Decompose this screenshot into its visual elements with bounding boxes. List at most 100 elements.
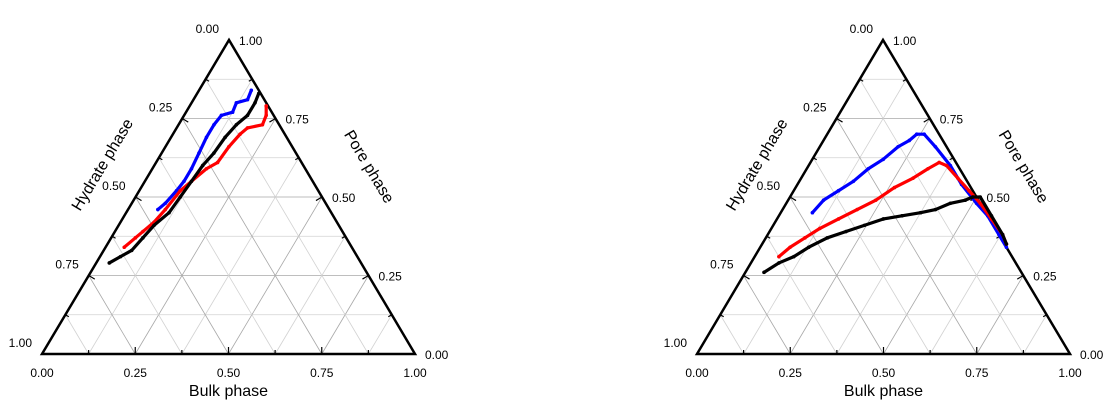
left-tick-label: 0.00 <box>850 22 874 36</box>
right-tick-label: 1.00 <box>893 34 917 48</box>
data-point <box>862 223 867 228</box>
data-point <box>118 254 123 259</box>
data-point <box>918 210 923 215</box>
left-tick-label: 0.75 <box>710 258 734 272</box>
grid-line <box>743 79 907 355</box>
bottom-tick-label: 1.00 <box>403 366 427 380</box>
data-point <box>989 214 994 218</box>
data-point <box>1004 242 1009 246</box>
right-tick-label: 0.00 <box>1080 348 1104 362</box>
data-point <box>178 195 183 199</box>
right-tick-label: 0.25 <box>1033 270 1057 284</box>
data-point <box>810 210 815 215</box>
left-axis-title: Hydrate phase <box>69 116 137 214</box>
right-tick-label: 0.50 <box>332 191 356 205</box>
data-point <box>245 126 250 130</box>
left-tick-label: 0.00 <box>196 22 220 36</box>
data-point <box>141 236 145 240</box>
right-tick-label: 0.50 <box>987 191 1011 205</box>
grid-line <box>719 314 744 355</box>
data-point <box>189 166 194 171</box>
data-point <box>777 254 781 259</box>
data-point <box>178 188 183 193</box>
data-point <box>197 151 201 155</box>
ticks <box>65 78 393 354</box>
right-tick-label: 0.75 <box>940 113 964 127</box>
grid-line <box>65 314 89 355</box>
data-point <box>933 207 938 212</box>
data-point <box>881 157 885 162</box>
ticks <box>719 78 1047 354</box>
data-point <box>200 163 205 168</box>
series-3 <box>762 195 1009 275</box>
right-tick-label: 1.00 <box>239 34 263 48</box>
data-point <box>152 223 156 228</box>
data-point <box>245 113 250 118</box>
data-point <box>978 195 983 199</box>
data-point <box>892 185 897 190</box>
grid-line <box>766 236 838 355</box>
data-point <box>788 245 792 250</box>
grid-line <box>929 236 1001 355</box>
grid <box>65 78 393 355</box>
data-point <box>851 179 856 184</box>
tick-labels: 0.00 0.00 0.00 0.25 0.25 0.25 0.50 0.50 0.50 0.75… <box>664 22 1104 380</box>
left-axis-title: Hydrate phase <box>723 116 791 214</box>
grid-line <box>181 118 323 355</box>
data-point <box>900 214 904 218</box>
data-point <box>825 236 830 240</box>
grid-line <box>812 157 931 355</box>
bottom-tick-label: 0.25 <box>779 366 803 380</box>
data-point <box>129 248 134 253</box>
grid-line <box>88 275 136 355</box>
grid-line <box>205 79 369 355</box>
data-point <box>215 160 220 165</box>
data-point <box>238 132 242 136</box>
data-point <box>141 229 145 234</box>
grid-line <box>1023 314 1047 355</box>
left-tick-label: 0.50 <box>757 179 781 193</box>
data-point <box>182 179 186 184</box>
data-point <box>212 122 216 127</box>
data-point <box>219 113 224 118</box>
data-point <box>234 122 239 127</box>
left-tick-label: 0.25 <box>803 101 827 115</box>
grid-line <box>158 157 276 355</box>
data-point <box>163 207 168 212</box>
bottom-tick-label: 0.50 <box>872 366 896 380</box>
series-2 <box>122 104 268 250</box>
data-point <box>264 113 268 118</box>
left-tick-label: 1.00 <box>664 336 688 350</box>
left-tick-label: 0.75 <box>55 258 79 272</box>
grid-line <box>836 157 954 355</box>
ternary-chart-1: 0.00 0.00 0.00 0.25 0.25 0.25 0.50 0.50 0.50 0.75… <box>9 22 449 400</box>
data-point <box>836 188 841 193</box>
data-point <box>873 198 878 202</box>
bottom-axis-title: Bulk phase <box>189 383 268 400</box>
data-point <box>956 176 960 180</box>
data-point <box>803 236 807 240</box>
data-point <box>881 217 886 221</box>
data-point <box>896 144 900 149</box>
data-point <box>227 144 231 149</box>
data-point <box>107 261 112 265</box>
data-point <box>167 210 171 215</box>
grid-line <box>789 196 884 355</box>
data-point <box>762 270 766 275</box>
bottom-axis-title: Bulk phase <box>844 383 923 400</box>
series-3 <box>107 91 261 265</box>
right-tick-label: 0.00 <box>425 348 449 362</box>
series-1 <box>810 132 1009 250</box>
data-point <box>189 179 194 184</box>
data-point <box>914 132 919 136</box>
grid-line <box>859 79 1024 355</box>
data-point <box>967 188 971 193</box>
data-point <box>204 166 209 171</box>
grid-line <box>836 118 978 355</box>
data-point <box>133 236 138 240</box>
data-point <box>937 160 941 165</box>
data-point <box>256 91 261 96</box>
bottom-tick-label: 0.25 <box>124 366 148 380</box>
data-point <box>978 201 983 206</box>
